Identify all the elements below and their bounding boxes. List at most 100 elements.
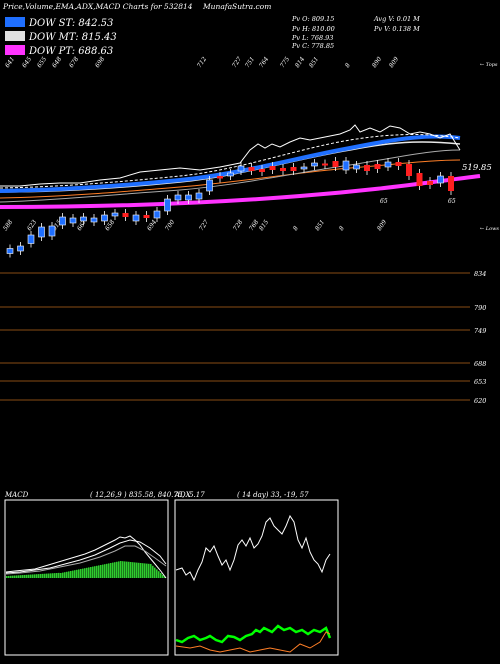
macd-histogram-bar (48, 573, 50, 578)
macd-histogram-bar (140, 563, 142, 578)
candle-body (80, 216, 87, 222)
candle (122, 209, 129, 221)
top-price-label: 678 (68, 56, 80, 70)
candle (395, 158, 402, 170)
candle (143, 211, 150, 222)
top-price-label: 8 (344, 62, 352, 69)
top-price-label: 712 (196, 56, 208, 70)
macd-histogram-bar (158, 571, 160, 578)
candle-body (122, 213, 129, 217)
top-price-label: 648 (51, 56, 63, 70)
candle-body (353, 164, 360, 170)
candle-body (59, 216, 66, 226)
macd-histogram-bar (12, 575, 14, 578)
low-price-label: 8 (292, 225, 300, 232)
low-price-label: 851 (314, 219, 326, 232)
top-price-label: 809 (388, 56, 400, 70)
macd-histogram-bar (112, 562, 114, 578)
low-price-label: 8 (338, 225, 346, 232)
macd-histogram-bar (82, 568, 84, 578)
candle (374, 160, 381, 173)
price-axis-label: 653 (474, 378, 486, 386)
candle-body (185, 194, 192, 201)
candle-body (332, 161, 339, 167)
candle (101, 211, 108, 225)
macd-histogram-bar (14, 575, 16, 578)
candle (300, 163, 308, 173)
candle-body (259, 169, 265, 172)
macd-histogram-bar (156, 569, 158, 578)
low-price-label: 588 (2, 219, 14, 233)
macd-histogram-bar (114, 562, 116, 578)
macd-histogram-bar (10, 575, 12, 578)
candle (332, 157, 339, 171)
macd-histogram-bar (20, 575, 22, 578)
candle-body (248, 167, 255, 171)
quote-low: Pv L: 768.93 (291, 34, 333, 42)
candle (406, 160, 412, 180)
macd-histogram-bar (126, 561, 128, 578)
candle-body (322, 163, 328, 166)
candle (90, 214, 98, 226)
macd-histogram-bar (148, 563, 150, 578)
quote-avg-volume: Avg V: 0.01 M (373, 15, 420, 23)
top-price-label: 645 (21, 56, 33, 70)
macd-histogram-bar (38, 574, 40, 578)
candle-body (311, 162, 318, 167)
macd-histogram-bar (70, 571, 72, 578)
candle (17, 242, 24, 255)
quote-open: Pv O: 809.15 (291, 15, 334, 23)
macd-histogram-bar (46, 573, 48, 578)
candle (237, 162, 245, 175)
candle-body (195, 192, 203, 200)
adx-plus-di-line (175, 514, 331, 582)
macd-histogram-bar (124, 561, 126, 578)
top-price-label: 751 (244, 56, 256, 69)
candle-body (69, 217, 77, 224)
macd-values: ( 12,26,9 ) 835.58, 840.75, -5.17 (90, 491, 205, 499)
price-axis-label: 688 (474, 360, 486, 368)
ema-orange-line (0, 159, 461, 199)
low-price-label: 728 (232, 219, 244, 233)
legend-label-mt: DOW MT: 815.43 (28, 32, 117, 43)
macd-histogram-bar (60, 573, 62, 578)
ema-grey-line (0, 149, 461, 203)
quote-high: Pv H: 810.00 (291, 25, 335, 33)
macd-line (5, 535, 167, 579)
macd-histogram-bar (58, 572, 60, 578)
low-price-label: 815 (258, 219, 270, 233)
candle-body (227, 172, 234, 177)
macd-histogram-bar (68, 571, 70, 578)
candle (322, 159, 328, 169)
ema-value-label: 519.85 (462, 163, 492, 173)
low-price-label: 809 (376, 219, 388, 233)
candle (227, 169, 234, 180)
ema-bottom-label-1: 65 (380, 198, 388, 205)
macd-histogram-bar (84, 568, 86, 578)
macd-histogram-bar (72, 570, 74, 578)
candle (259, 165, 265, 176)
candle-body (280, 168, 286, 171)
low-price-label: 768 (248, 219, 260, 233)
candle-body (101, 214, 108, 222)
candle-body (206, 179, 213, 192)
candle-body (217, 176, 223, 179)
macd-histogram-bar (96, 565, 98, 578)
macd-histogram-bar (138, 562, 140, 578)
macd-histogram-bar (108, 563, 110, 578)
macd-histogram-bar (110, 563, 112, 578)
legend: DOW ST: 842.53 DOW MT: 815.43 DOW PT: 68… (5, 17, 117, 57)
macd-histogram-bar (118, 561, 120, 578)
macd-histogram-bar (142, 563, 144, 578)
macd-histogram-bar (162, 574, 164, 578)
candle-body (237, 165, 245, 172)
adx-panel (174, 499, 339, 656)
quote-box: Pv O: 809.15 Pv H: 810.00 Pv L: 768.93 P… (291, 15, 420, 50)
site-name: MunafaSutra.com (202, 2, 271, 11)
macd-histogram-bar (34, 574, 36, 578)
macd-histogram-bar (120, 561, 122, 578)
top-price-label: 814 (294, 56, 306, 70)
low-price-label: 623 (26, 219, 38, 233)
